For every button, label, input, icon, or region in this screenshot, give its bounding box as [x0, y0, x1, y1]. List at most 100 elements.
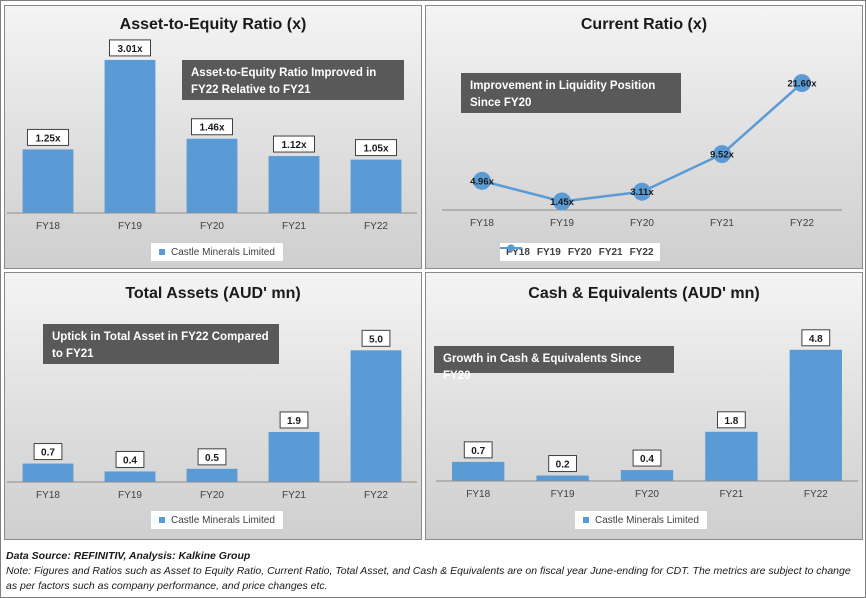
data-label-text: 4.8	[809, 334, 823, 345]
x-tick-label: FY20	[200, 490, 224, 501]
data-label: 1.25x	[27, 128, 69, 146]
bar	[22, 463, 74, 482]
current-ratio-panel: Current Ratio (x) 4.96x FY18 1.45x FY19 3.11…	[425, 5, 863, 269]
legend-label: FY22	[629, 247, 654, 258]
data-label: 0.7	[463, 441, 493, 459]
data-point	[553, 192, 571, 211]
data-label-box	[355, 139, 397, 157]
total-assets-panel: Total Assets (AUD' mn) 0.7 FY18 0.4 FY19 0.5…	[4, 272, 422, 540]
data-source: Data Source: REFINITIV, Analysis: Kalkin…	[6, 550, 251, 562]
x-tick-label: FY19	[551, 489, 575, 500]
data-label-text: 1.25x	[35, 133, 60, 144]
data-label-text: 0.7	[471, 446, 485, 457]
chart-legend: Castle Minerals Limited	[150, 242, 284, 262]
data-label: 9.52x	[710, 150, 734, 161]
chart-callout: Improvement in Liquidity Position Since …	[461, 73, 681, 113]
total-assets-chart: 0.7 FY18 0.4 FY19 0.5 FY20 1.9 FY21 5.0 FY22	[7, 329, 417, 501]
bar	[350, 350, 402, 482]
data-label-text: 1.46x	[199, 123, 224, 134]
legend-label: Castle Minerals Limited	[171, 515, 275, 526]
legend-label: FY20	[567, 247, 592, 258]
legend-item: FY19	[500, 243, 561, 263]
bar	[268, 156, 320, 213]
data-label: 1.46x	[191, 118, 233, 136]
x-tick-label: FY21	[282, 221, 306, 232]
bar	[536, 475, 589, 481]
data-label-box	[279, 411, 309, 429]
data-point	[473, 171, 491, 190]
bar	[186, 138, 238, 213]
x-tick-label: FY18	[470, 218, 494, 229]
chart-callout: Growth in Cash & Equivalents Since FY20	[434, 346, 674, 382]
cash-equivalents-chart: 0.7 FY18 0.2 FY19 0.4 FY20 1.8 FY21 4.8 FY22	[436, 329, 858, 500]
data-label-box	[717, 411, 746, 429]
data-label-box	[115, 450, 145, 468]
data-label-text: 5.0	[369, 334, 383, 345]
legend-label: Castle Minerals Limited	[595, 515, 699, 526]
bar	[452, 461, 505, 481]
data-label: 4.8	[801, 329, 831, 347]
data-label: 5.0	[361, 329, 391, 347]
bar	[104, 471, 156, 482]
x-tick-label: FY20	[630, 218, 654, 229]
x-tick-label: FY20	[200, 221, 224, 232]
x-tick-label: FY21	[719, 489, 743, 500]
data-label: 0.4	[632, 449, 662, 467]
data-label-text: 0.7	[41, 448, 55, 459]
data-label: 21.60x	[787, 79, 817, 90]
data-label: 1.9	[279, 411, 309, 429]
bar	[268, 431, 320, 482]
cash-equivalents-panel: Cash & Equivalents (AUD' mn) 0.7 FY18 0.2 F…	[425, 272, 863, 540]
data-label-text: 1.9	[287, 416, 301, 427]
footnote: Note: Figures and Ratios such as Asset t…	[6, 565, 851, 592]
data-label-text: 0.2	[556, 460, 570, 471]
x-tick-label: FY18	[36, 490, 60, 501]
chart-title: Current Ratio (x)	[580, 16, 708, 33]
data-label-box	[27, 128, 69, 146]
footer: Data Source: REFINITIV, Analysis: Kalkin…	[6, 549, 858, 594]
data-label-box	[191, 118, 233, 136]
data-label-text: 0.5	[205, 453, 219, 464]
x-tick-label: FY21	[282, 490, 306, 501]
legend-label: FY18	[506, 247, 530, 258]
x-tick-label: FY22	[790, 218, 814, 229]
data-label: 0.2	[548, 455, 577, 473]
x-tick-label: FY18	[36, 221, 60, 232]
current-ratio-chart: 4.96x FY18 1.45x FY19 3.11x FY20 9.52x FY21 21.6…	[442, 74, 842, 229]
data-point	[713, 145, 731, 164]
data-label-box	[632, 449, 662, 467]
bar	[186, 468, 238, 482]
legend-label: FY21	[598, 247, 623, 258]
chart-legend: Castle Minerals Limited	[574, 510, 708, 530]
data-label-text: 3.01x	[117, 44, 142, 55]
x-tick-label: FY22	[804, 489, 828, 500]
legend-swatch	[159, 249, 165, 256]
data-point	[793, 74, 811, 93]
x-tick-label: FY20	[635, 489, 659, 500]
data-label: 1.12x	[273, 135, 315, 153]
legend-item: FY21	[500, 243, 623, 263]
chart-legend: FY18 FY19 FY20 FY21 FY22	[499, 242, 661, 262]
chart-title: Cash & Equivalents (AUD' mn)	[528, 285, 760, 302]
asset-to-equity-panel: Asset-to-Equity Ratio (x) 1.25x FY18 3.01x…	[4, 5, 422, 269]
chart-title: Total Assets (AUD' mn)	[125, 285, 301, 302]
legend-swatch	[583, 517, 589, 524]
x-tick-label: FY19	[118, 490, 142, 501]
data-label-box	[197, 448, 227, 466]
data-label-text: 1.12x	[281, 140, 306, 151]
data-label: 0.4	[115, 450, 145, 468]
data-label: 3.01x	[109, 39, 151, 57]
bar	[350, 159, 402, 213]
bar	[705, 431, 758, 481]
x-tick-label: FY22	[364, 221, 388, 232]
x-tick-label: FY18	[466, 489, 490, 500]
data-label-text: 0.4	[123, 455, 137, 466]
data-label: 4.96x	[470, 176, 494, 187]
legend-swatch	[159, 517, 165, 524]
data-label: 1.8	[717, 411, 746, 429]
bar	[620, 470, 674, 481]
x-tick-label: FY19	[550, 218, 574, 229]
data-label-text: 1.05x	[363, 144, 388, 155]
data-label: 0.7	[33, 443, 63, 461]
legend-item: FY22	[500, 243, 654, 263]
